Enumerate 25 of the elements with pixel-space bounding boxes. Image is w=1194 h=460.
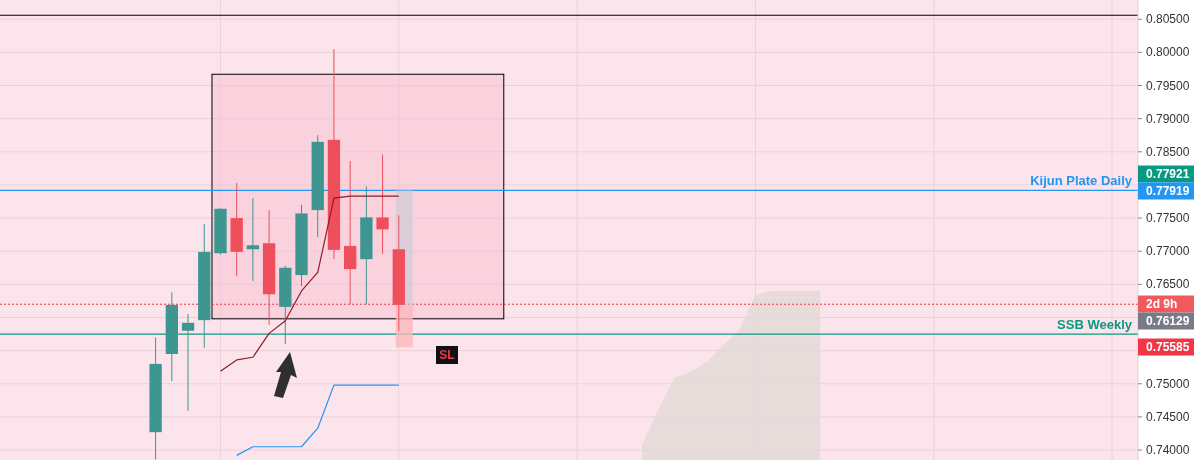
y-tick-label: 0.74500 [1146, 409, 1190, 424]
y-tick-label: 0.74000 [1146, 443, 1190, 458]
ref-line-label: SSB Weekly [1057, 317, 1133, 333]
candlestick [246, 197, 260, 282]
ref-line-label: Kijun Plate Daily [1030, 173, 1133, 189]
text: 0.77919 [1146, 184, 1190, 198]
text: 2d 9h [1146, 297, 1178, 311]
y-tick-label: 0.80000 [1146, 45, 1190, 60]
y-tick-label: 0.80500 [1146, 12, 1190, 27]
y-tick-label: 0.79500 [1146, 78, 1190, 93]
y-tick-label: 0.78500 [1146, 144, 1190, 159]
annotation: SL [439, 348, 455, 362]
y-tick-label: 0.75000 [1146, 376, 1190, 391]
y-tick-label: 0.79000 [1146, 111, 1190, 126]
line-series [236, 384, 400, 456]
candlestick [376, 153, 389, 255]
text: 0.75585 [1146, 340, 1190, 354]
y-tick-label: 0.77000 [1146, 244, 1190, 259]
text: 0.76129 [1146, 314, 1190, 328]
line-series [219, 195, 400, 372]
y-tick-label: 0.76500 [1146, 277, 1190, 292]
y-tick-label: 0.77500 [1146, 211, 1190, 226]
candlestick [343, 160, 357, 305]
text: 0.77921 [1146, 167, 1190, 181]
candlestick [181, 313, 195, 412]
